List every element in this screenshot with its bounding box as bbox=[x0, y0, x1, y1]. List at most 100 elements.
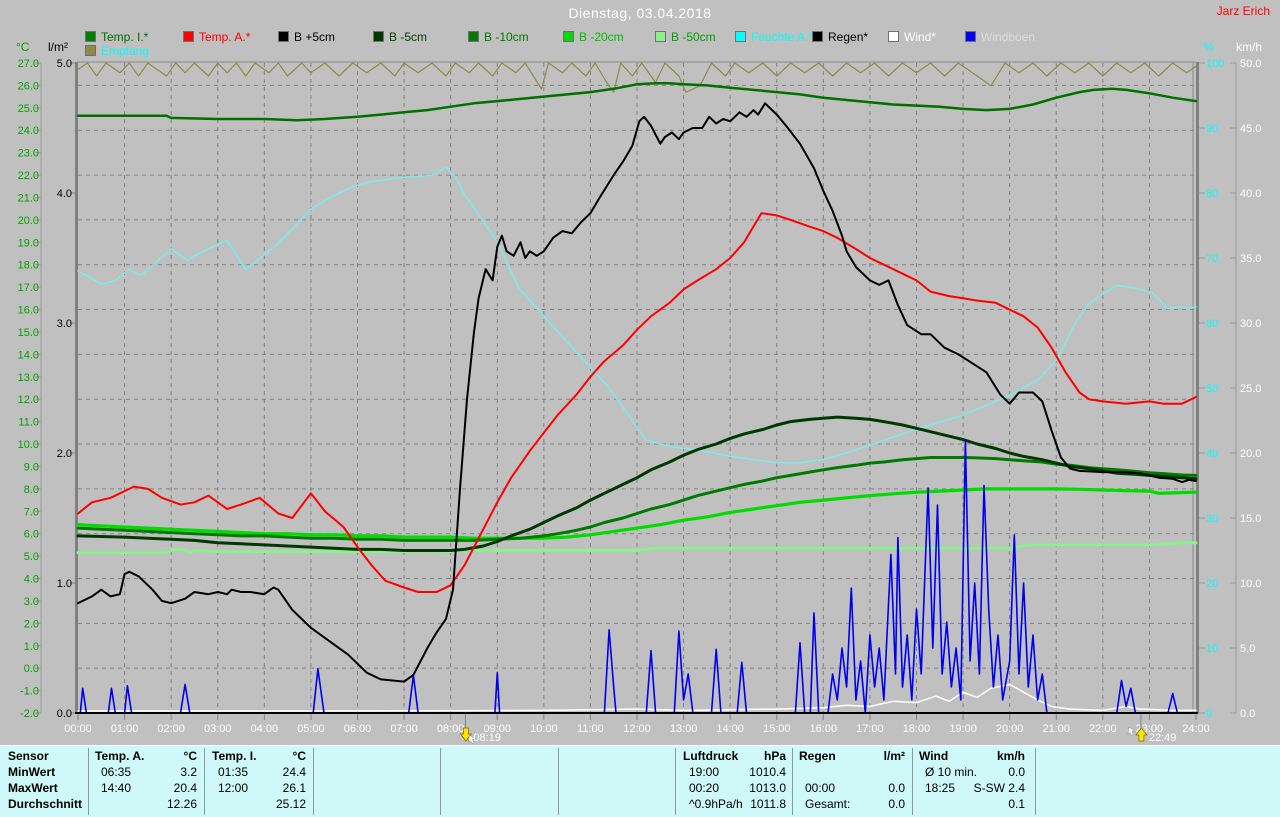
table-column-separator bbox=[204, 748, 205, 815]
table-value-time: 06:35 bbox=[101, 765, 132, 779]
y-axis-label-temp: 13.0 bbox=[18, 372, 39, 384]
page-title: Dienstag, 03.04.2018 bbox=[568, 5, 712, 21]
stats-table: Sensor MinWert MaxWert Durchschnitt Temp. A.… bbox=[0, 745, 1280, 817]
legend-item-feuchte: Feuchte A.* bbox=[735, 29, 814, 44]
y-axis-label-temp: 19.0 bbox=[18, 237, 39, 249]
table-group-header-regen: Regen bbox=[799, 749, 836, 763]
y-axis-label-pct: 50 bbox=[1206, 383, 1218, 395]
cursor-icon bbox=[468, 734, 477, 744]
y-axis-label-pct: 10 bbox=[1206, 643, 1218, 655]
temp-a-swatch-icon bbox=[183, 31, 194, 42]
table-column-separator bbox=[1035, 748, 1036, 815]
table-value-time: 00:20 bbox=[689, 781, 720, 795]
legend-item-empfang: Empfang bbox=[85, 43, 150, 58]
regen-swatch-icon bbox=[812, 31, 823, 42]
x-axis-label: 18:00 bbox=[903, 723, 931, 735]
table-column-separator bbox=[313, 748, 314, 815]
y-axis-labels-temp: 27.0 26.0 25.0 24.0 23.0 22.0 21.0 20.0 19.0 18.0… bbox=[18, 58, 41, 720]
table-row-label: MinWert bbox=[8, 765, 56, 779]
y-axis-label-temp: 27.0 bbox=[18, 58, 39, 70]
series-windb-en-line bbox=[77, 439, 1197, 714]
series-wind--line bbox=[77, 683, 1197, 712]
table-group-unit-luftdruck: hPa bbox=[763, 749, 786, 763]
x-axis-label: 12:00 bbox=[623, 723, 651, 735]
table-value: 12.26 bbox=[166, 797, 197, 811]
y-axis-label-temp: 22.0 bbox=[18, 170, 39, 182]
legend-item-b-min10: B -10cm bbox=[468, 30, 529, 44]
x-axis-label: 14:00 bbox=[716, 723, 744, 735]
x-axis-label: 24:00 bbox=[1182, 723, 1210, 735]
y-axis-label-temp: -1.0 bbox=[20, 686, 39, 698]
x-axis-label: 13:00 bbox=[670, 723, 698, 735]
y-axis-label-temp: 3.0 bbox=[24, 596, 39, 608]
table-row-label: Durchschnitt bbox=[8, 797, 83, 811]
y-axis-label-temp: 24.0 bbox=[18, 125, 39, 137]
cursor-icon bbox=[1127, 726, 1136, 736]
y-axis-label-temp: -2.0 bbox=[20, 708, 39, 720]
series-feuchte-a--line bbox=[77, 166, 1197, 464]
table-value: S-SW 2.4 bbox=[973, 781, 1025, 795]
y-axis-label-pct: 30 bbox=[1206, 513, 1218, 525]
table-row-label: Sensor bbox=[8, 749, 49, 763]
legend-item-label: Feuchte A.* bbox=[751, 29, 814, 44]
y-axis-label-kmh: 50.0 bbox=[1240, 58, 1261, 70]
x-axis-label: 16:00 bbox=[810, 723, 838, 735]
legend-item-label: Empfang bbox=[101, 43, 150, 58]
legend-item-label: Temp. A.* bbox=[199, 29, 251, 44]
legend-item-windboen: Windböen bbox=[965, 30, 1035, 44]
series-b-5cm-line bbox=[76, 415, 1198, 552]
table-value-time: 00:00 bbox=[805, 781, 836, 795]
x-axis-label: 05:00 bbox=[297, 723, 325, 735]
y-axis-label-temp: 15.0 bbox=[18, 327, 39, 339]
gridlines bbox=[78, 63, 1196, 713]
table-group-unit-temp-a: °C bbox=[183, 749, 197, 763]
wind-swatch-icon bbox=[888, 31, 899, 42]
table-value-time: Ø 10 min. bbox=[925, 765, 978, 779]
y-axis-label-lm2: 1.0 bbox=[57, 578, 72, 590]
feuchte-swatch-icon bbox=[735, 31, 746, 42]
chart-legend-row2: Empfang bbox=[0, 44, 1280, 58]
yellow-up-arrow-icon bbox=[1135, 727, 1148, 742]
table-value: 20.4 bbox=[173, 781, 197, 795]
y-axis-label-kmh: 0.0 bbox=[1240, 708, 1255, 720]
table-value-time: 01:35 bbox=[218, 765, 249, 779]
y-axis-label-lm2: 2.0 bbox=[57, 448, 72, 460]
x-axis-label: 20:00 bbox=[996, 723, 1024, 735]
series-b-5cm-line bbox=[77, 102, 1197, 683]
legend-item-b-min20: B -20cm bbox=[563, 30, 624, 44]
y-axis-label-kmh: 5.0 bbox=[1240, 643, 1255, 655]
x-axis-label: 09:00 bbox=[483, 723, 511, 735]
table-group-header-wind: Wind bbox=[919, 749, 949, 763]
y-axis-label-temp: 7.0 bbox=[24, 506, 39, 518]
axis-header-percent: % bbox=[1203, 40, 1214, 54]
axis-header-lm2: l/m² bbox=[48, 40, 68, 54]
table-row-label: MaxWert bbox=[8, 781, 58, 795]
x-axis-label: 06:00 bbox=[344, 723, 372, 735]
series-b-50cm-line bbox=[76, 541, 1198, 555]
x-axis-label: 03:00 bbox=[204, 723, 232, 735]
table-group-unit-wind: km/h bbox=[996, 749, 1025, 763]
table-group-header-temp-i: Temp. I. bbox=[212, 749, 257, 763]
windboen-swatch-icon bbox=[965, 31, 976, 42]
x-axis-label: 15:00 bbox=[763, 723, 791, 735]
b-plus5-swatch-icon bbox=[278, 31, 289, 42]
table-value: 26.1 bbox=[282, 781, 306, 795]
y-axis-label-pct: 0 bbox=[1206, 708, 1212, 720]
y-axis-label-temp: 1.0 bbox=[24, 641, 39, 653]
legend-item-label: Temp. I.* bbox=[101, 29, 149, 44]
x-axis-label: 22:00 bbox=[1089, 723, 1117, 735]
y-axis-label-temp: 9.0 bbox=[24, 461, 39, 473]
series-empfang-line bbox=[77, 62, 1197, 93]
table-value-time: 19:00 bbox=[689, 765, 720, 779]
y-axis-label-temp: 21.0 bbox=[18, 192, 39, 204]
y-axis-label-kmh: 25.0 bbox=[1240, 383, 1261, 395]
y-axis-label-lm2: 0.0 bbox=[57, 708, 72, 720]
event-marker-2249: 22:49 bbox=[1127, 714, 1176, 744]
y-axis-label-temp: 12.0 bbox=[18, 394, 39, 406]
y-axis-label-temp: 23.0 bbox=[18, 148, 39, 160]
y-axis-label-pct: 90 bbox=[1206, 123, 1218, 135]
table-value: 3.2 bbox=[180, 765, 197, 779]
table-value: 0.0 bbox=[1008, 765, 1025, 779]
weather-chart[interactable]: 27.0 26.0 25.0 24.0 23.0 22.0 21.0 20.0 19.0 18.0… bbox=[0, 0, 1280, 745]
y-axis-label-temp: 0.0 bbox=[24, 663, 39, 675]
